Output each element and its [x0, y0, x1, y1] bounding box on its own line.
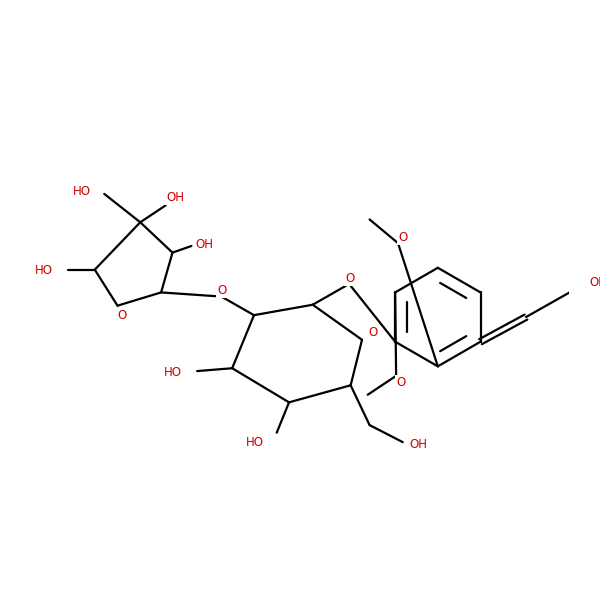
Text: O: O: [396, 376, 406, 389]
Text: O: O: [118, 308, 127, 322]
Text: O: O: [217, 284, 226, 297]
Text: OH: OH: [410, 439, 428, 451]
Text: HO: HO: [35, 264, 53, 277]
Text: OH: OH: [589, 277, 600, 289]
Text: HO: HO: [164, 367, 182, 379]
Text: HO: HO: [245, 436, 263, 449]
Text: HO: HO: [73, 185, 91, 199]
Text: OH: OH: [166, 191, 184, 204]
Text: O: O: [345, 272, 355, 285]
Text: O: O: [398, 231, 407, 244]
Text: OH: OH: [196, 238, 214, 251]
Text: O: O: [369, 326, 378, 339]
